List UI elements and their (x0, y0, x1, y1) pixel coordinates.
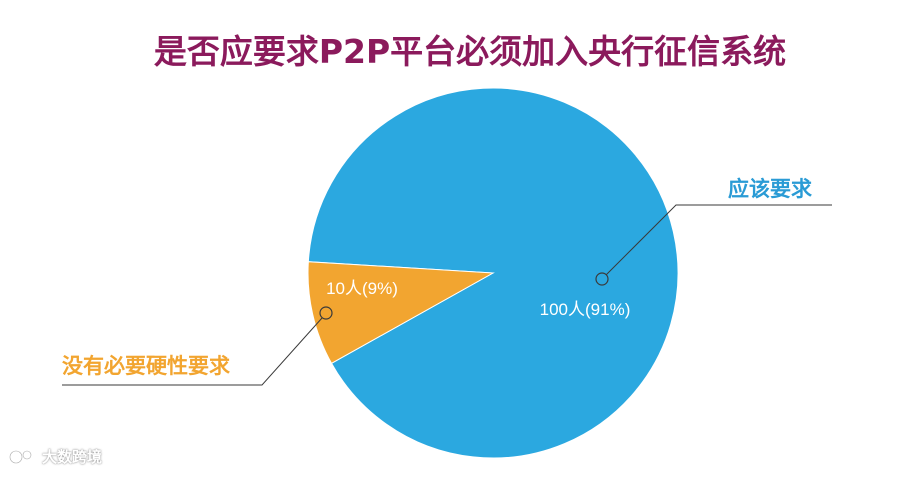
slice-data-label-yes: 100人(91%) (540, 300, 631, 319)
chart-title: 是否应要求P2P平台必须加入央行征信系统 (154, 32, 786, 71)
leader-marker-no (319, 306, 333, 320)
callouts: 应该要求 没有必要硬性要求 (62, 177, 832, 386)
pie-slice-no (307, 261, 495, 365)
watermark: 大数跨境 (8, 446, 102, 467)
slice-labels: 100人(91%) 10人(9%) (326, 279, 630, 319)
slice-data-label-no: 10人(9%) (326, 279, 398, 298)
logo-icon (8, 449, 33, 464)
leader-marker-yes (595, 272, 609, 286)
pie-slices (307, 87, 679, 459)
callout-label-no: 没有必要硬性要求 (62, 354, 230, 378)
leader-line-yes (605, 204, 832, 276)
watermark-text: 大数跨境 (42, 448, 103, 466)
leader-line-no (62, 317, 323, 386)
callout-label-yes: 应该要求 (728, 177, 812, 201)
